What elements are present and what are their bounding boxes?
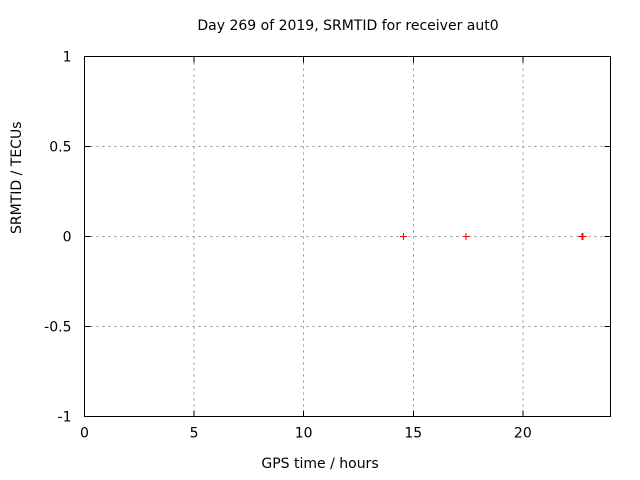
x-tick-label: 15: [404, 426, 422, 442]
x-tick-label: 5: [190, 426, 199, 442]
y-tick-label: 1: [63, 50, 72, 66]
data-point-marker: [462, 233, 470, 240]
data-point-marker: [579, 233, 587, 240]
y-tick-label: 0: [63, 230, 72, 246]
y-tick-label: 0.5: [49, 140, 71, 156]
y-tick-label: -0.5: [44, 320, 71, 336]
y-tick-label: -1: [58, 410, 72, 426]
chart-title: Day 269 of 2019, SRMTID for receiver aut…: [197, 18, 499, 34]
plot-border: [84, 56, 611, 417]
x-axis-label: GPS time / hours: [261, 456, 379, 472]
x-tick-label: 10: [295, 426, 313, 442]
x-tick-label: 20: [514, 426, 532, 442]
data-point-marker: [399, 233, 407, 240]
x-tick-label: 0: [80, 426, 89, 442]
